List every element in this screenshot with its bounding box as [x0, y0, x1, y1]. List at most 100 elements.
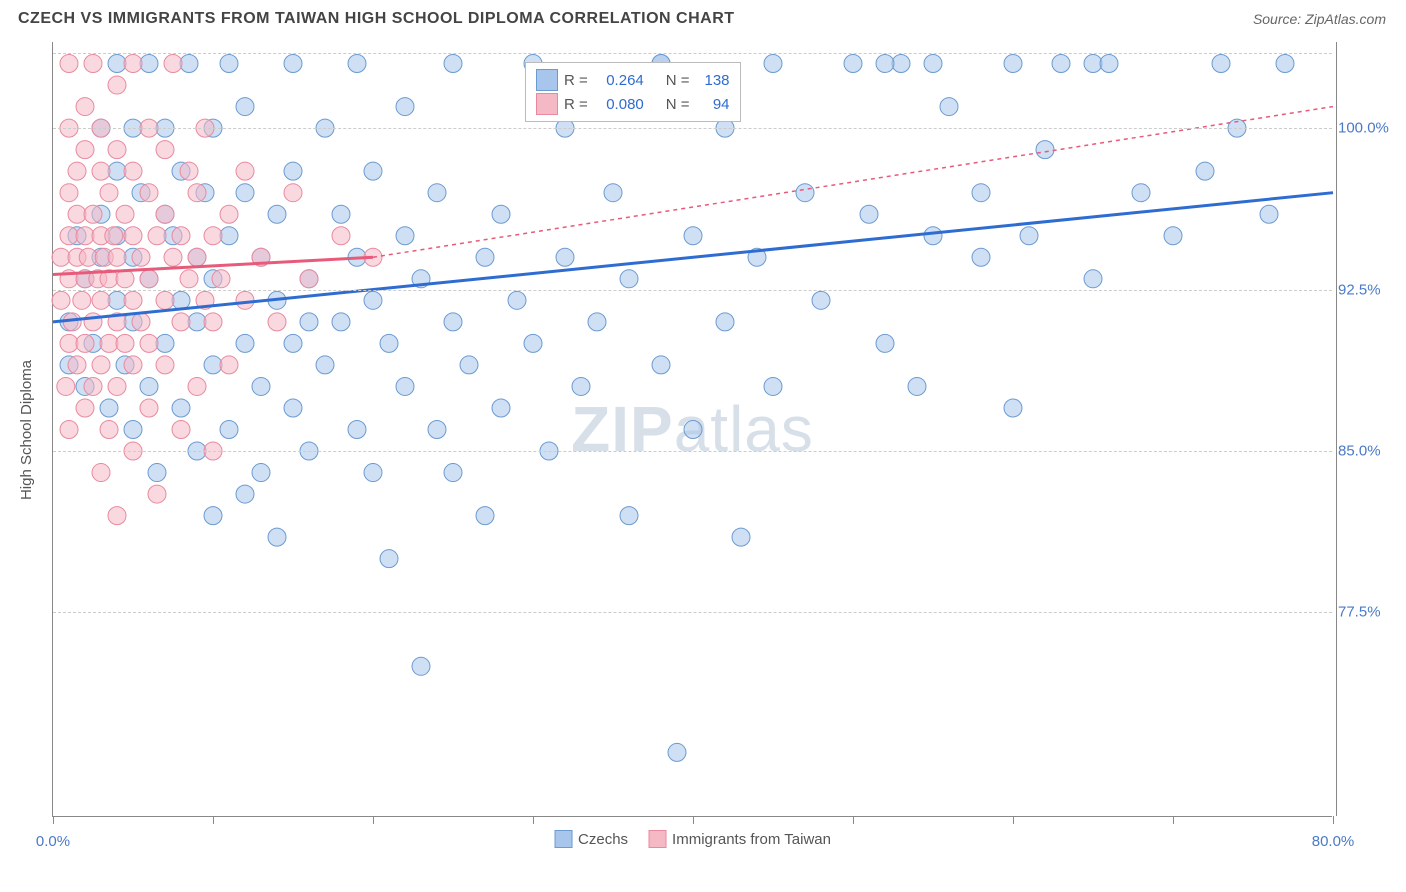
data-point: [236, 334, 254, 352]
data-point: [524, 334, 542, 352]
data-point: [572, 377, 590, 395]
scatter-svg: [53, 42, 1332, 816]
data-point: [1084, 55, 1102, 73]
data-point: [268, 313, 286, 331]
x-tick: [1013, 816, 1014, 824]
data-point: [1084, 270, 1102, 288]
data-point: [108, 377, 126, 395]
data-point: [116, 334, 134, 352]
data-point: [364, 291, 382, 309]
data-point: [124, 421, 142, 439]
data-point: [1164, 227, 1182, 245]
r-label: R =: [564, 96, 588, 113]
data-point: [924, 227, 942, 245]
data-point: [284, 55, 302, 73]
data-point: [284, 162, 302, 180]
legend-item: Immigrants from Taiwan: [648, 830, 831, 848]
data-point: [332, 313, 350, 331]
data-point: [100, 334, 118, 352]
data-point: [108, 76, 126, 94]
data-point: [652, 356, 670, 374]
n-value: 94: [696, 96, 730, 113]
n-value: 138: [696, 72, 730, 89]
data-point: [140, 184, 158, 202]
data-point: [940, 98, 958, 116]
data-point: [204, 356, 222, 374]
data-point: [68, 162, 86, 180]
data-point: [620, 507, 638, 525]
data-point: [284, 184, 302, 202]
data-point: [92, 291, 110, 309]
x-tick: [693, 816, 694, 824]
data-point: [180, 55, 198, 73]
data-point: [732, 528, 750, 546]
data-point: [460, 356, 478, 374]
data-point: [92, 464, 110, 482]
data-point: [108, 507, 126, 525]
data-point: [444, 55, 462, 73]
data-point: [252, 377, 270, 395]
data-point: [1004, 399, 1022, 417]
correlation-legend: R = 0.264 N = 138 R = 0.080 N = 94: [525, 62, 741, 122]
data-point: [76, 98, 94, 116]
data-point: [236, 184, 254, 202]
data-point: [876, 55, 894, 73]
data-point: [348, 421, 366, 439]
legend-item: Czechs: [554, 830, 628, 848]
data-point: [764, 55, 782, 73]
y-tick-label: 92.5%: [1338, 281, 1398, 298]
data-point: [220, 356, 238, 374]
data-point: [108, 141, 126, 159]
chart-title: CZECH VS IMMIGRANTS FROM TAIWAN HIGH SCH…: [18, 10, 735, 28]
data-point: [156, 205, 174, 223]
legend-swatch: [536, 69, 558, 91]
data-point: [220, 55, 238, 73]
data-point: [140, 55, 158, 73]
data-point: [52, 248, 70, 266]
data-point: [396, 227, 414, 245]
data-point: [140, 270, 158, 288]
data-point: [84, 313, 102, 331]
data-point: [204, 507, 222, 525]
data-point: [428, 184, 446, 202]
data-point: [236, 485, 254, 503]
data-point: [132, 313, 150, 331]
data-point: [68, 356, 86, 374]
data-point: [860, 205, 878, 223]
y-axis-label: High School Diploma: [18, 360, 35, 500]
data-point: [476, 507, 494, 525]
data-point: [876, 334, 894, 352]
x-tick: [1333, 816, 1334, 824]
gridline: [53, 128, 1332, 129]
data-point: [1004, 55, 1022, 73]
data-point: [100, 421, 118, 439]
data-point: [140, 399, 158, 417]
data-point: [1260, 205, 1278, 223]
data-point: [236, 98, 254, 116]
data-point: [764, 377, 782, 395]
data-point: [412, 657, 430, 675]
x-tick: [53, 816, 54, 824]
data-point: [588, 313, 606, 331]
data-point: [108, 248, 126, 266]
n-label: N =: [666, 96, 690, 113]
r-value: 0.080: [594, 96, 644, 113]
data-point: [1052, 55, 1070, 73]
data-point: [204, 227, 222, 245]
data-point: [84, 205, 102, 223]
legend-label: Immigrants from Taiwan: [672, 831, 831, 848]
data-point: [60, 55, 78, 73]
data-point: [116, 205, 134, 223]
data-point: [492, 205, 510, 223]
data-point: [236, 291, 254, 309]
data-point: [668, 743, 686, 761]
data-point: [140, 377, 158, 395]
data-point: [172, 313, 190, 331]
trend-line-extension: [373, 107, 1333, 258]
y-tick-label: 77.5%: [1338, 604, 1398, 621]
x-tick: [533, 816, 534, 824]
data-point: [108, 162, 126, 180]
header: CZECH VS IMMIGRANTS FROM TAIWAN HIGH SCH…: [18, 10, 1386, 28]
data-point: [844, 55, 862, 73]
data-point: [132, 248, 150, 266]
